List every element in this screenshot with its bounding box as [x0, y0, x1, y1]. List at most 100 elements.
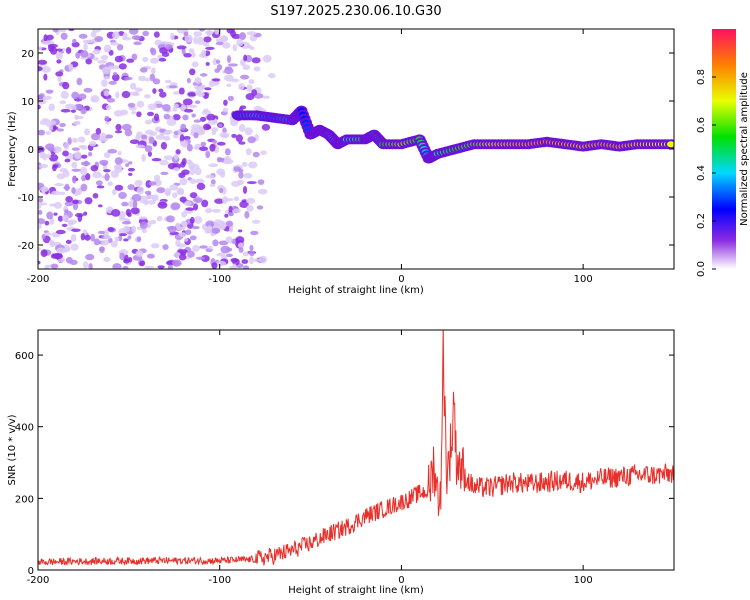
noise-speckle	[237, 229, 243, 233]
noise-speckle	[122, 32, 128, 39]
y-tick-label: 0	[28, 145, 34, 156]
snr-frame	[37, 329, 675, 571]
noise-speckle	[205, 61, 210, 66]
noise-speckle	[244, 211, 250, 219]
noise-speckle	[129, 139, 140, 145]
noise-speckle	[246, 84, 253, 92]
noise-speckle	[100, 54, 109, 61]
noise-speckle	[238, 247, 244, 253]
noise-speckle	[189, 68, 196, 76]
snr-panel: -200 -100 0 100 0 200 400 600 Height of straig…	[7, 329, 675, 596]
noise-speckle	[150, 243, 160, 249]
noise-speckle	[208, 80, 215, 88]
noise-speckle	[204, 87, 212, 91]
noise-speckle	[182, 114, 189, 121]
noise-speckle	[191, 52, 196, 58]
noise-speckle	[219, 187, 224, 194]
noise-speckle	[46, 211, 54, 220]
noise-speckle	[242, 251, 249, 257]
noise-speckle	[118, 63, 127, 70]
noise-speckle	[52, 29, 59, 33]
noise-speckle	[230, 78, 240, 83]
noise-speckle	[239, 32, 247, 40]
noise-speckle	[38, 247, 41, 251]
noise-speckle	[185, 229, 192, 235]
noise-speckle	[85, 253, 95, 261]
noise-speckle	[129, 29, 139, 35]
noise-speckle	[60, 32, 68, 40]
noise-speckle	[83, 128, 91, 136]
noise-speckle	[154, 178, 160, 183]
noise-speckle	[238, 141, 246, 145]
noise-speckle	[243, 54, 248, 62]
noise-speckle	[193, 197, 203, 203]
noise-speckle	[181, 211, 187, 218]
noise-speckle	[225, 236, 233, 243]
noise-speckle	[226, 55, 232, 63]
noise-speckle	[71, 41, 80, 48]
noise-speckle	[92, 192, 99, 199]
noise-speckle	[119, 252, 125, 261]
noise-speckle	[211, 139, 218, 144]
noise-speckle	[97, 204, 103, 208]
noise-speckle	[50, 120, 56, 126]
noise-speckle	[189, 235, 197, 241]
noise-speckle	[197, 39, 206, 46]
noise-speckle	[191, 113, 196, 118]
noise-speckle	[67, 221, 74, 226]
noise-speckle	[65, 239, 72, 245]
noise-speckle	[216, 141, 226, 146]
noise-speckle	[110, 170, 119, 178]
noise-speckle	[238, 124, 246, 133]
noise-speckle	[38, 197, 44, 203]
noise-speckle	[53, 201, 63, 209]
y-tick-label: 600	[15, 351, 34, 362]
noise-speckle	[246, 44, 253, 49]
noise-speckle	[161, 51, 170, 57]
snr-y-label: SNR (10 * v/v)	[7, 414, 18, 485]
noise-speckle	[124, 128, 133, 137]
x-tick-label: -100	[208, 274, 231, 285]
noise-speckle	[205, 46, 215, 51]
noise-speckle	[63, 142, 70, 150]
noise-speckle	[72, 176, 77, 184]
noise-speckle	[55, 52, 63, 60]
noise-speckle	[138, 216, 147, 220]
noise-speckle	[41, 65, 51, 73]
noise-speckle	[121, 201, 129, 207]
noise-speckle	[38, 98, 47, 105]
noise-speckle	[62, 170, 70, 178]
noise-speckle	[144, 190, 152, 195]
noise-speckle	[112, 263, 122, 269]
noise-speckle	[267, 73, 276, 79]
noise-speckle	[90, 132, 101, 141]
noise-speckle	[183, 238, 189, 242]
noise-speckle	[241, 259, 249, 264]
noise-speckle	[79, 166, 88, 175]
noise-speckle	[40, 186, 49, 193]
noise-speckle	[72, 38, 77, 44]
noise-speckle	[54, 146, 62, 151]
noise-speckle	[181, 169, 190, 176]
noise-speckle	[207, 119, 218, 125]
noise-speckle	[38, 260, 41, 265]
ridge-point	[666, 141, 674, 148]
noise-speckle	[176, 187, 185, 195]
noise-speckle	[256, 205, 264, 210]
noise-speckle	[187, 104, 198, 109]
noise-speckle	[104, 134, 114, 139]
noise-speckle	[147, 103, 158, 110]
noise-speckle	[132, 200, 138, 209]
colorbar-tick-label: 0.8	[696, 69, 707, 85]
snr-y-ticks: 0 200 400 600	[15, 351, 674, 577]
colorbar-gradient	[712, 29, 736, 269]
noise-speckle	[104, 173, 110, 182]
noise-speckle	[121, 90, 131, 99]
noise-speckle	[123, 76, 133, 81]
noise-speckle	[239, 200, 249, 209]
noise-speckle	[215, 59, 221, 64]
noise-speckle	[193, 36, 199, 45]
noise-speckle	[262, 54, 272, 63]
noise-speckle	[78, 136, 86, 143]
noise-speckle	[168, 85, 178, 89]
